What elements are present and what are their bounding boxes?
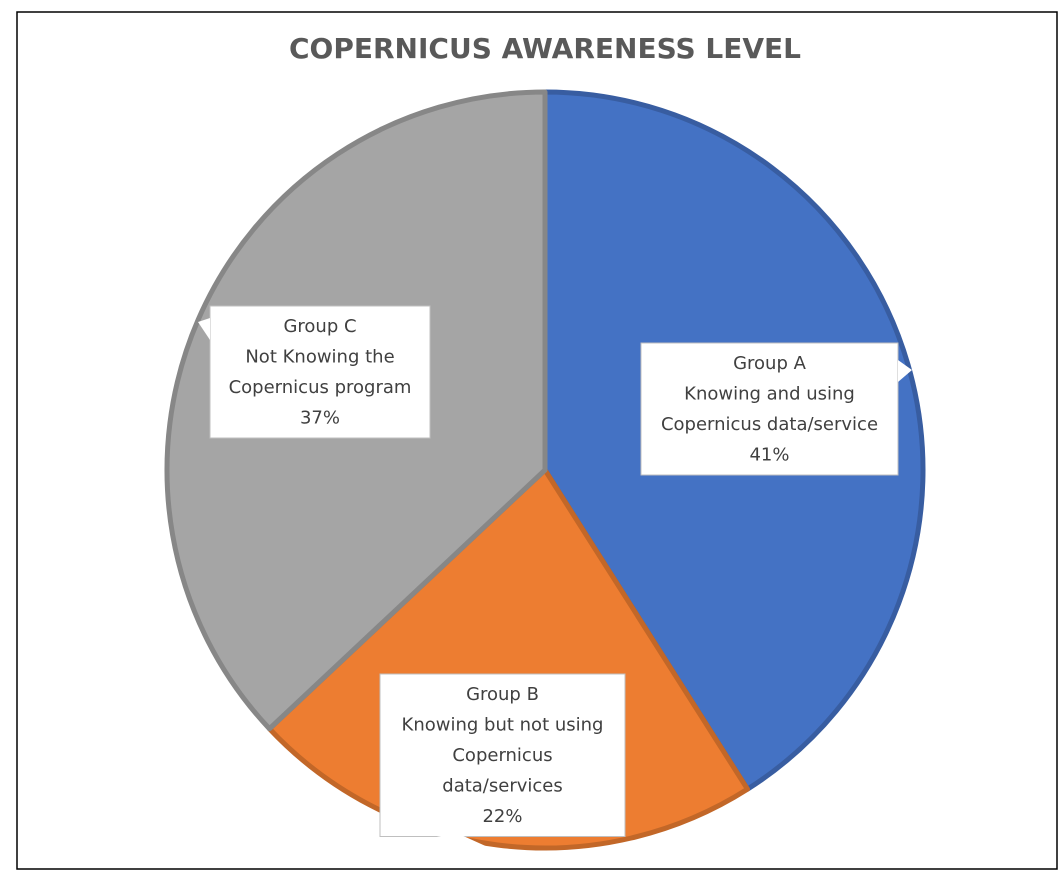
data-label: 41%: [749, 445, 789, 466]
data-label: 22%: [482, 806, 522, 827]
data-label: data/services: [442, 776, 562, 797]
data-label: Knowing but not using: [402, 715, 604, 736]
callout-pointer: [198, 318, 210, 340]
data-label: Group C: [283, 316, 356, 337]
data-label: Not Knowing the: [245, 347, 394, 368]
callout-pointer: [410, 830, 490, 848]
callout-pointer: [898, 360, 912, 382]
callout-box: [379, 673, 626, 837]
data-label: Copernicus program: [229, 377, 412, 398]
data-label: Group A: [733, 353, 807, 374]
data-label: Group B: [466, 684, 539, 705]
data-label: Copernicus data/service: [661, 414, 878, 435]
data-label: Knowing and using: [684, 384, 855, 405]
callout-box: [209, 305, 431, 439]
data-label: 37%: [300, 408, 340, 429]
labels: Group A Knowing and using Copernicus data/…: [198, 305, 912, 848]
chart-title: COPERNICUS AWARENESS LEVEL: [289, 32, 801, 65]
data-label: Copernicus: [452, 745, 552, 766]
callout-box: [640, 342, 899, 476]
